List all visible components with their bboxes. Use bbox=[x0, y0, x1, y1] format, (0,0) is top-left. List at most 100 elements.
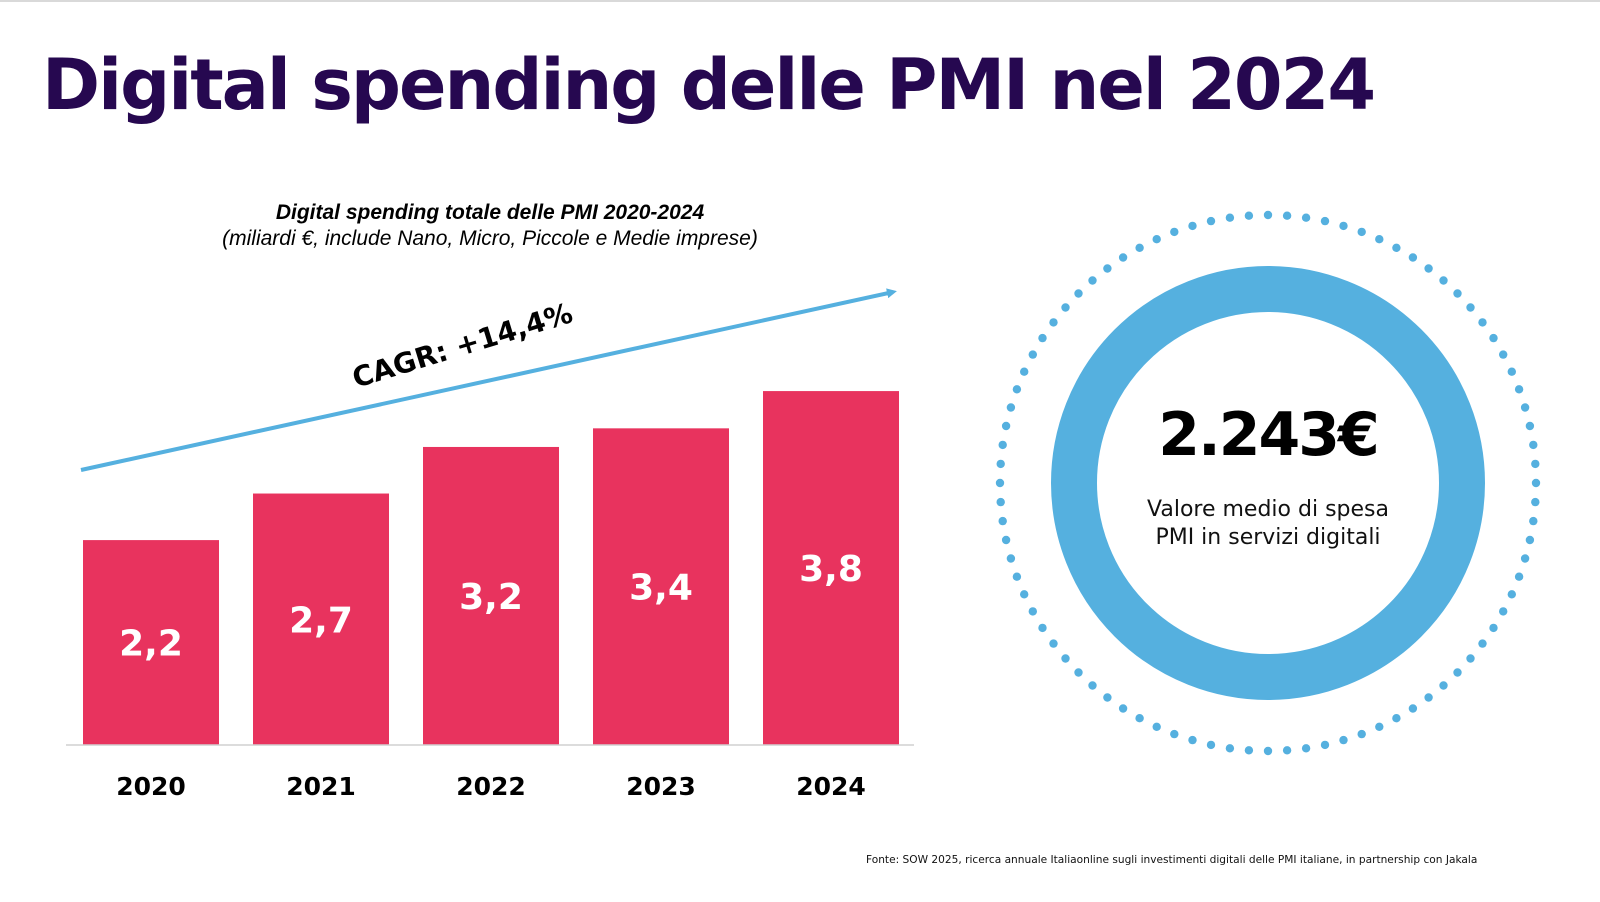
ring-dot bbox=[1525, 535, 1535, 545]
ring-dot bbox=[1507, 367, 1517, 376]
ring-dot bbox=[1453, 289, 1462, 298]
ring-dot bbox=[1263, 210, 1273, 220]
ring-dot bbox=[1408, 253, 1418, 262]
bar-value-label: 2,2 bbox=[119, 624, 183, 665]
x-tick-label: 2022 bbox=[456, 772, 526, 801]
x-tick-label: 2024 bbox=[796, 772, 866, 801]
ring-dot bbox=[1006, 554, 1016, 563]
ring-dot bbox=[1439, 681, 1448, 690]
ring-dot bbox=[1103, 693, 1112, 702]
ring-dot bbox=[998, 516, 1007, 526]
bar-2022 bbox=[423, 446, 559, 745]
ring-dot bbox=[1478, 639, 1487, 648]
bar-value-label: 2,7 bbox=[289, 600, 353, 641]
ring-dot bbox=[1038, 623, 1047, 633]
ring-dot bbox=[1489, 333, 1498, 343]
ring-dot bbox=[996, 459, 1005, 469]
ring-dot bbox=[1525, 421, 1535, 431]
ring-dot bbox=[1118, 253, 1128, 262]
ring-dot bbox=[1244, 211, 1254, 220]
kpi-caption: Valore medio di spesa PMI in servizi dig… bbox=[1068, 496, 1468, 552]
ring-dot bbox=[1531, 497, 1540, 507]
top-divider bbox=[0, 0, 1600, 2]
ring-dot bbox=[1408, 704, 1418, 713]
ring-dot bbox=[1375, 235, 1384, 244]
ring-dot bbox=[1206, 740, 1216, 750]
chart-heading: Digital spending totale delle PMI 2020-2… bbox=[150, 200, 830, 252]
ring-dot bbox=[1424, 264, 1433, 273]
ring-dot bbox=[1074, 289, 1083, 298]
ring-dot bbox=[1263, 746, 1273, 756]
ring-dot bbox=[1531, 478, 1541, 488]
ring-dot bbox=[1152, 722, 1161, 731]
ring-dot bbox=[1499, 350, 1508, 359]
ring-dot bbox=[1357, 729, 1366, 739]
kpi-caption-line1: Valore medio di spesa bbox=[1147, 497, 1389, 522]
cagr-trend-arrow bbox=[80, 288, 897, 472]
ring-dot bbox=[1320, 740, 1330, 750]
bar-2021 bbox=[253, 493, 389, 745]
ring-dot bbox=[1152, 235, 1161, 244]
ring-dot bbox=[1529, 440, 1538, 450]
kpi-ring-group bbox=[995, 210, 1541, 756]
ring-dot bbox=[1531, 459, 1540, 469]
ring-dot bbox=[1061, 303, 1070, 312]
ring-dot bbox=[1012, 572, 1022, 581]
ring-dot bbox=[1514, 385, 1524, 394]
ring-dot bbox=[1170, 729, 1179, 739]
chart-title: Digital spending totale delle PMI 2020-2… bbox=[275, 201, 705, 224]
ring-dot bbox=[998, 440, 1007, 450]
x-tick-label: 2020 bbox=[116, 772, 186, 801]
ring-dot bbox=[1357, 227, 1366, 237]
ring-dot bbox=[1514, 572, 1524, 581]
kpi-value: 2.243€ bbox=[1158, 400, 1380, 470]
ring-dot bbox=[1049, 318, 1058, 327]
ring-dot bbox=[996, 497, 1005, 507]
ring-dot bbox=[1282, 211, 1292, 220]
bar-2024 bbox=[763, 391, 899, 745]
ring-dot bbox=[1282, 746, 1292, 755]
ring-dot bbox=[1088, 681, 1097, 690]
ring-dot bbox=[1320, 216, 1330, 226]
ring-dot bbox=[1244, 746, 1254, 755]
ring-dot bbox=[1028, 607, 1038, 616]
ring-dot bbox=[1466, 654, 1475, 663]
ring-dot bbox=[1038, 333, 1047, 343]
ring-dot bbox=[1028, 350, 1038, 359]
ring-dot bbox=[1188, 735, 1197, 745]
kpi-ring bbox=[1051, 266, 1485, 700]
ring-dot bbox=[1424, 693, 1433, 702]
ring-dot bbox=[1074, 668, 1083, 677]
ring-dot bbox=[1466, 303, 1475, 312]
ring-dot bbox=[1019, 590, 1029, 599]
ring-dot bbox=[1520, 554, 1530, 563]
ring-dot bbox=[1339, 221, 1348, 231]
bar-2020 bbox=[83, 540, 219, 745]
kpi-caption-line2: PMI in servizi digitali bbox=[1155, 525, 1381, 550]
bars-layer: 2,2 2020 2,7 2021 3,2 2022 3,4 2023 3,8 2024 bbox=[83, 391, 899, 801]
ring-dot bbox=[1453, 668, 1462, 677]
x-tick-label: 2021 bbox=[286, 772, 356, 801]
chart-subtitle: (miliardi €, include Nano, Micro, Piccol… bbox=[222, 227, 758, 250]
ring-dot bbox=[1499, 607, 1508, 616]
ring-dot bbox=[1103, 264, 1112, 273]
ring-dot bbox=[1225, 744, 1235, 753]
ring-dot bbox=[1225, 213, 1235, 222]
ring-dot bbox=[1392, 243, 1401, 252]
ring-dot bbox=[1049, 639, 1058, 648]
ring-dot bbox=[1001, 421, 1011, 431]
ring-dot bbox=[1135, 714, 1144, 723]
ring-dot bbox=[1118, 704, 1128, 713]
ring-dot bbox=[1507, 590, 1517, 599]
x-tick-label: 2023 bbox=[626, 772, 696, 801]
ring-dot bbox=[1206, 216, 1216, 226]
ring-dot bbox=[1001, 535, 1011, 545]
ring-dot bbox=[1006, 403, 1016, 412]
ring-dot bbox=[1439, 276, 1448, 285]
bar-value-label: 3,2 bbox=[459, 577, 523, 618]
ring-dot bbox=[1392, 714, 1401, 723]
page-title: Digital spending delle PMI nel 2024 bbox=[42, 44, 1376, 126]
ring-dot bbox=[1478, 318, 1487, 327]
bar-value-label: 3,8 bbox=[799, 549, 863, 590]
